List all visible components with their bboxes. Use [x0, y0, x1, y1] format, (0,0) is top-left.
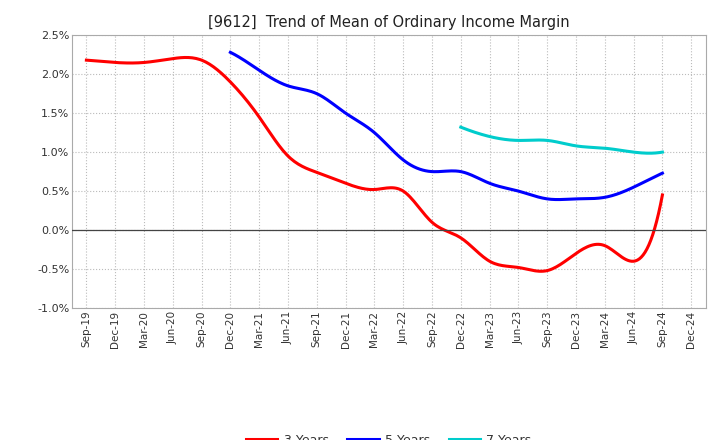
Line: 5 Years: 5 Years: [230, 52, 662, 200]
3 Years: [182, 55, 191, 60]
3 Years: [608, 247, 616, 253]
5 Years: [228, 51, 236, 56]
7 Years: [626, 149, 635, 154]
7 Years: [658, 150, 667, 155]
Line: 3 Years: 3 Years: [86, 58, 662, 271]
3 Years: [436, 226, 445, 231]
7 Years: [580, 144, 588, 150]
3 Years: [84, 58, 93, 63]
7 Years: [645, 150, 654, 156]
5 Years: [554, 197, 563, 202]
7 Years: [457, 125, 466, 130]
3 Years: [658, 192, 667, 198]
3 Years: [82, 58, 91, 63]
5 Years: [592, 196, 600, 201]
7 Years: [639, 150, 648, 156]
7 Years: [576, 144, 585, 149]
3 Years: [427, 219, 436, 224]
5 Years: [226, 50, 235, 55]
5 Years: [490, 183, 499, 188]
3 Years: [536, 269, 545, 274]
5 Years: [483, 180, 492, 185]
Title: [9612]  Trend of Mean of Ordinary Income Margin: [9612] Trend of Mean of Ordinary Income …: [208, 15, 570, 30]
7 Years: [577, 144, 585, 149]
5 Years: [619, 189, 628, 194]
5 Years: [482, 179, 490, 184]
3 Years: [425, 217, 433, 222]
5 Years: [658, 171, 667, 176]
Line: 7 Years: 7 Years: [461, 127, 662, 153]
3 Years: [572, 251, 580, 256]
7 Years: [456, 125, 465, 130]
Legend: 3 Years, 5 Years, 7 Years: 3 Years, 5 Years, 7 Years: [241, 429, 536, 440]
